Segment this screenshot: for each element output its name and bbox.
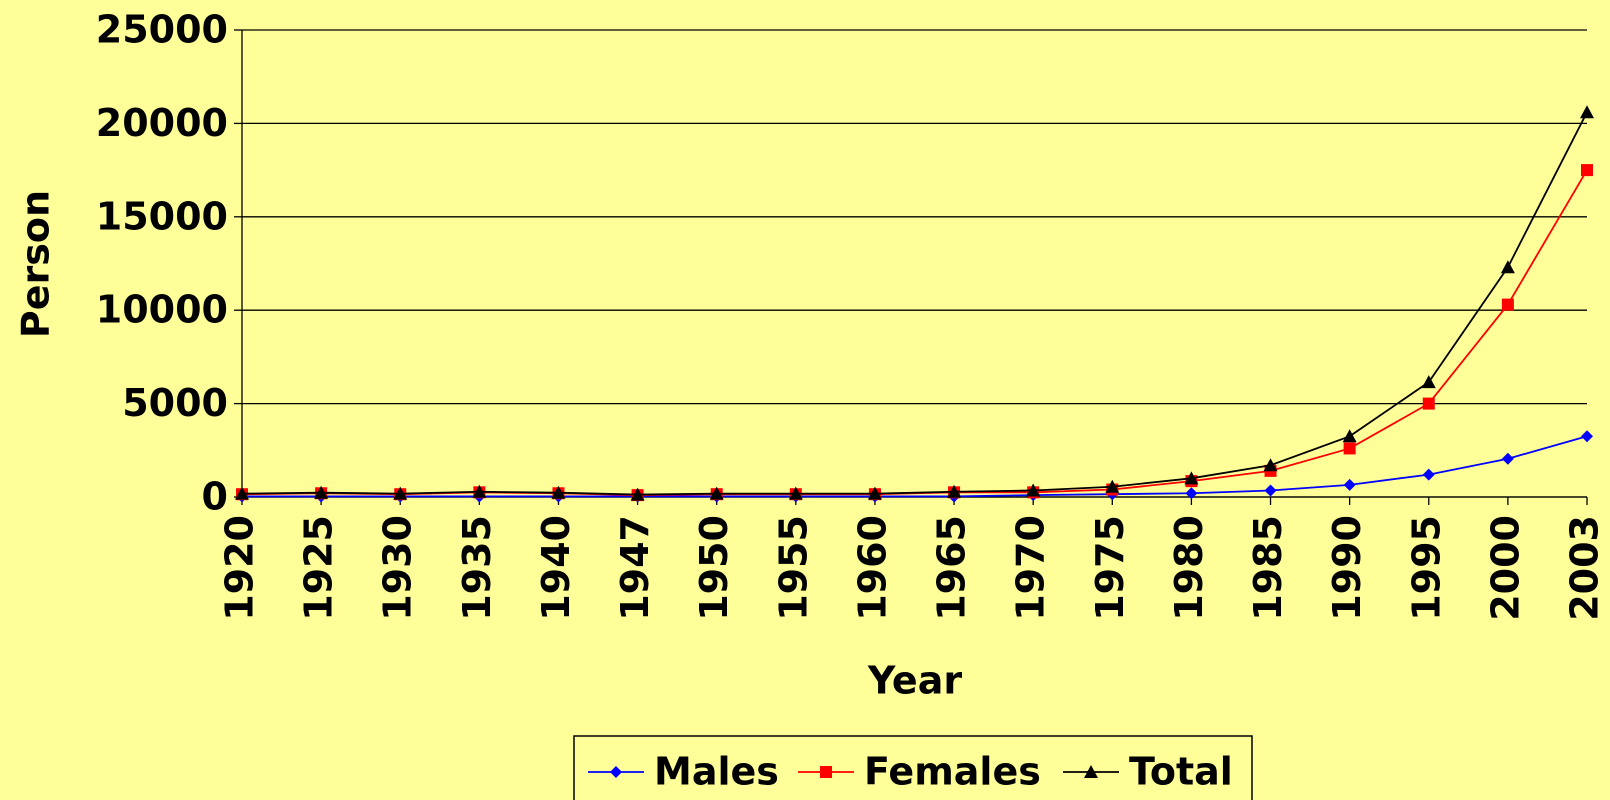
marker	[472, 484, 487, 498]
y-tick-label: 25000	[96, 8, 228, 52]
marker	[1422, 468, 1435, 481]
marker	[1581, 430, 1593, 443]
x-tick-label: 1960	[850, 515, 894, 621]
marker	[1185, 487, 1198, 500]
y-tick-label: 0	[202, 475, 228, 519]
marker	[1500, 260, 1515, 274]
x-tick-label: 1940	[534, 515, 578, 621]
legend-marker	[610, 766, 622, 778]
x-tick-label: 2003	[1563, 515, 1607, 621]
marker	[1026, 483, 1041, 497]
marker	[1184, 471, 1199, 485]
legend-box	[573, 735, 1253, 800]
x-tick-label: 1985	[1246, 515, 1290, 621]
marker	[1105, 479, 1120, 493]
marker	[551, 485, 566, 499]
marker	[1501, 298, 1514, 311]
legend-label: Females	[864, 750, 1041, 794]
y-tick-label: 20000	[96, 101, 228, 145]
x-tick-label: 1955	[771, 515, 815, 621]
marker	[1580, 105, 1594, 119]
marker	[1501, 452, 1514, 465]
marker	[1343, 478, 1356, 491]
marker	[314, 485, 329, 499]
x-tick-label: 1970	[1009, 515, 1053, 621]
marker	[1343, 442, 1356, 455]
y-tick-label: 5000	[122, 381, 228, 425]
y-tick-label: 10000	[96, 288, 228, 332]
marker	[1422, 397, 1435, 410]
x-tick-label: 1930	[376, 515, 420, 621]
x-tick-label: 1975	[1088, 515, 1132, 621]
marker	[1581, 164, 1593, 177]
x-tick-label: 1947	[613, 515, 657, 621]
series-line	[241, 169, 1588, 497]
y-tick-label: 15000	[96, 194, 228, 238]
marker	[1342, 429, 1357, 443]
marker	[393, 486, 408, 500]
legend-marker	[1084, 765, 1098, 778]
legend-label: Males	[654, 750, 779, 794]
marker	[1421, 375, 1436, 389]
marker	[1263, 458, 1278, 472]
marker	[630, 487, 645, 501]
marker	[709, 486, 724, 500]
x-tick-label: 1920	[218, 515, 262, 621]
marker	[235, 486, 249, 500]
marker	[788, 486, 803, 500]
legend-label: Total	[1129, 750, 1233, 794]
x-tick-label: 1995	[1404, 515, 1448, 621]
x-tick-label: 1950	[692, 515, 736, 621]
legend: Males Females Total	[573, 735, 1253, 800]
marker	[947, 484, 962, 498]
x-tick-label: 1935	[455, 515, 499, 621]
series-line	[242, 435, 1588, 498]
x-tick-label: 1925	[297, 515, 341, 621]
x-axis-title: Year	[867, 659, 962, 703]
x-tick-label: 2000	[1483, 515, 1527, 621]
series-line	[241, 111, 1588, 496]
x-tick-label: 1965	[930, 515, 974, 621]
y-axis-title: Person	[14, 190, 58, 338]
marker	[1264, 484, 1277, 497]
legend-marker	[820, 766, 832, 778]
marker	[867, 486, 882, 500]
x-tick-label: 1980	[1167, 515, 1211, 621]
x-tick-label: 1990	[1325, 515, 1369, 621]
